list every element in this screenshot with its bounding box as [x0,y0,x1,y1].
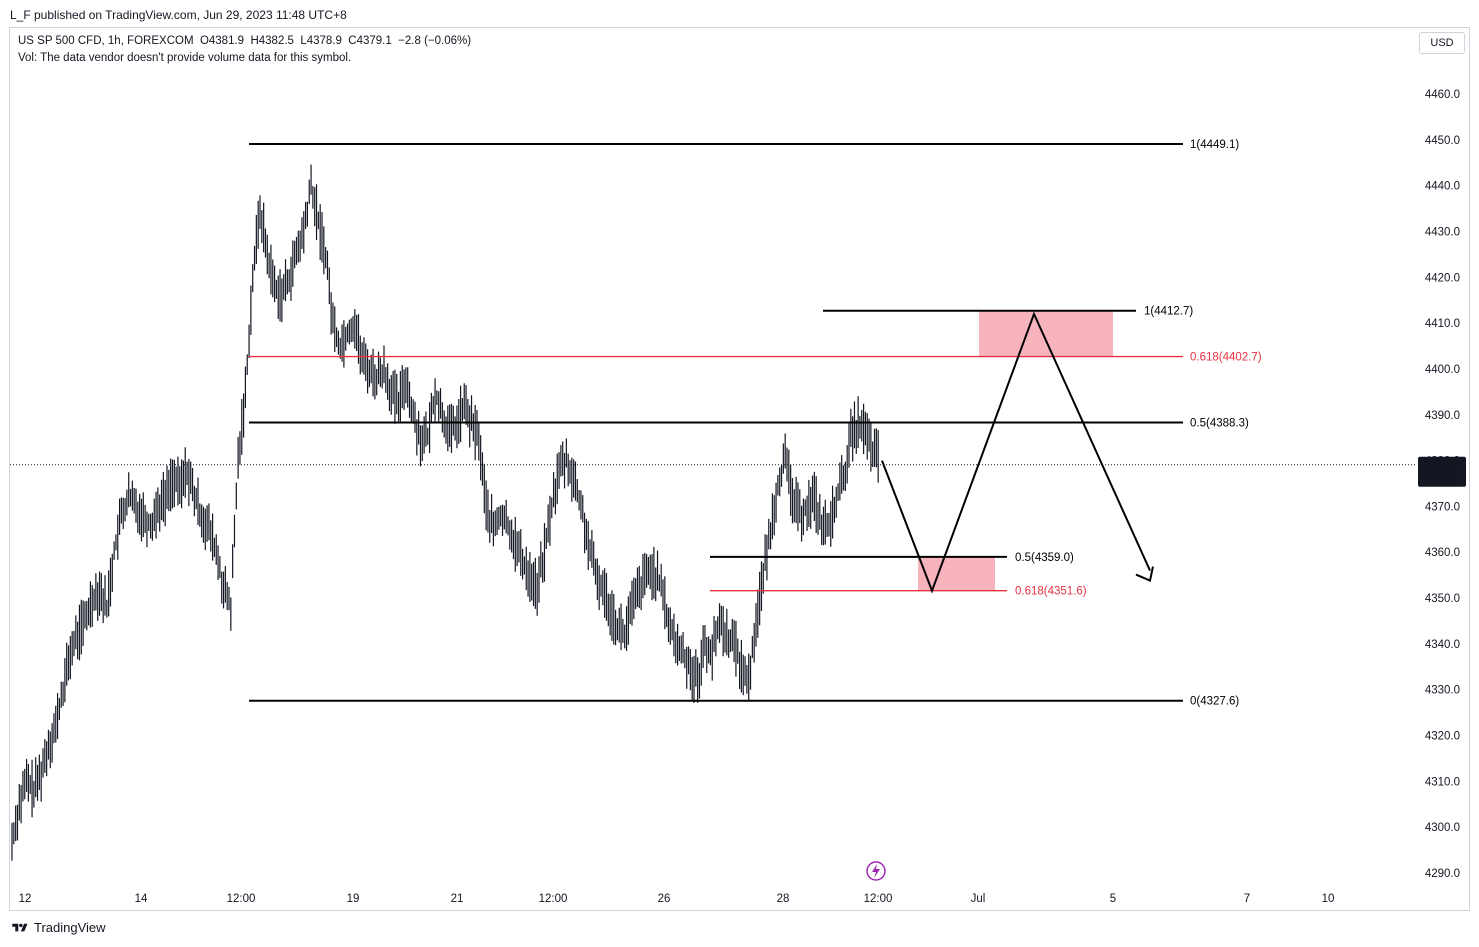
time-axis-tick: 12:00 [539,893,568,905]
time-axis-tick: 5 [1110,893,1116,905]
price-axis-tick: 4350.0 [1425,593,1460,605]
fib-level-label: 0.5(4388.3) [1190,418,1249,430]
projection-arrowhead [1135,566,1154,582]
price-axis-tick: 4340.0 [1425,639,1460,651]
fib-level-label: 1(4449.1) [1190,139,1239,151]
ohlc-open: O4381.9 [199,35,245,47]
currency-button[interactable]: USD [1419,32,1465,54]
price-axis-tick: 4400.0 [1425,364,1460,376]
price-axis-tick: 4460.0 [1425,89,1460,101]
time-axis-tick: 12:00 [864,893,893,905]
fib-level-label: 0.618(4402.7) [1190,352,1262,364]
fib-zone [979,310,1113,357]
time-axis-tick: 12 [19,893,32,905]
time-axis-tick: 10 [1322,893,1335,905]
fib-level-label: 0.618(4351.6) [1015,586,1087,598]
price-axis-tick: 4410.0 [1425,318,1460,330]
projection-path [881,311,1151,594]
ohlc-high: H4382.5 [250,35,294,47]
time-axis-tick: 26 [658,893,671,905]
time-axis-tick: 12:00 [227,893,256,905]
price-axis-tick: 4330.0 [1425,685,1460,697]
tradingview-logo-icon [12,923,28,931]
time-axis-tick: 7 [1244,893,1250,905]
time-axis-tick: 19 [347,893,360,905]
price-axis-tick: 4430.0 [1425,226,1460,238]
candle-countdown: 11:08 [1428,474,1456,486]
ohlc-close: C4379.1 [348,35,392,47]
current-price-label: 4379.1 [1424,460,1460,472]
ohlc-low: L4378.9 [300,35,342,47]
price-axis-tick: 4360.0 [1425,547,1460,559]
price-axis-tick: 4420.0 [1425,272,1460,284]
price-axis-tick: 4440.0 [1425,181,1460,193]
price-axis-tick: 4290.0 [1425,868,1460,880]
price-axis-tick: 4370.0 [1425,501,1460,513]
fib-level-label: 0(4327.6) [1190,696,1239,708]
fib-level-label: 1(4412.7) [1144,306,1193,318]
symbol-legend: US SP 500 CFD, 1h, FOREXCOM O4381.9 H438… [18,35,471,47]
symbol-name[interactable]: US SP 500 CFD, 1h, FOREXCOM [18,35,194,47]
footer-brand-label: TradingView [34,920,106,935]
price-axis-tick: 4390.0 [1425,410,1460,422]
chart-frame [9,27,1470,911]
price-axis-tick: 4320.0 [1425,731,1460,743]
price-axis-tick: 4310.0 [1425,776,1460,788]
time-axis-tick: 28 [777,893,790,905]
price-axis-tick: 4450.0 [1425,135,1460,147]
time-axis-tick: Jul [971,893,986,905]
time-axis-tick: 21 [451,893,464,905]
fib-level-label: 0.5(4359.0) [1015,552,1074,564]
volume-note: Vol: The data vendor doesn't provide vol… [18,52,352,64]
ohlc-change: −2.8 (−0.06%) [398,35,472,47]
lightning-bolt-icon [872,864,880,878]
price-axis-tick: 4300.0 [1425,822,1460,834]
current-price-tag [1418,456,1466,487]
footer-brand[interactable]: TradingView [10,920,106,935]
time-axis-tick: 14 [135,893,148,905]
publish-info: L_F published on TradingView.com, Jun 29… [10,8,347,22]
